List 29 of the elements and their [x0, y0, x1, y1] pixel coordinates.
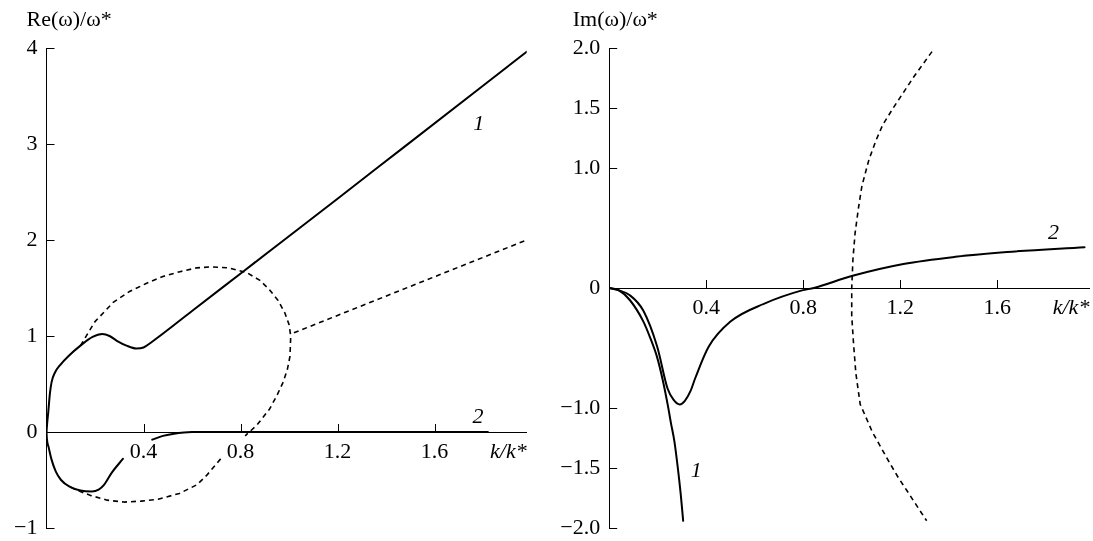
y-tick-label: 4	[26, 33, 38, 59]
x-tick-label: 0.8	[226, 437, 255, 463]
y-axis-title: Im(ω)/ω*	[572, 6, 658, 31]
y-tick-label: 0	[26, 417, 38, 443]
y-tick-label: 1.0	[572, 153, 601, 179]
x-tick-label: 0.8	[789, 293, 817, 319]
y-tick-label: −2.0	[560, 513, 601, 539]
x-tick-label: 1.6	[420, 437, 449, 463]
x-tick-label: 1.2	[886, 293, 914, 319]
y-axis-title: Re(ω)/ω*	[26, 6, 112, 31]
y-tick-label: −1.0	[560, 393, 601, 419]
y-tick-label: 2.0	[572, 33, 601, 59]
x-tick-label: 0.4	[692, 293, 720, 319]
y-tick-label: 1	[26, 321, 38, 347]
y-tick-label: 0	[589, 273, 601, 299]
y-tick-label: 2	[26, 225, 38, 251]
x-tick-label: 1.2	[323, 437, 352, 463]
x-axis-title: k/k*	[1052, 293, 1090, 319]
y-tick-label: 1.5	[572, 93, 601, 119]
series-label: 2	[1048, 218, 1060, 244]
x-tick-label: 0.4	[129, 437, 158, 463]
y-tick-label: 3	[26, 129, 38, 155]
y-tick-label: −1.5	[560, 453, 601, 479]
x-axis-title: k/k*	[490, 437, 527, 463]
x-tick-label: 1.6	[983, 293, 1011, 319]
series-label: 2	[472, 402, 484, 428]
y-tick-label: −1	[14, 513, 38, 539]
series-label: 1	[690, 456, 702, 482]
series-label: 1	[473, 109, 485, 135]
